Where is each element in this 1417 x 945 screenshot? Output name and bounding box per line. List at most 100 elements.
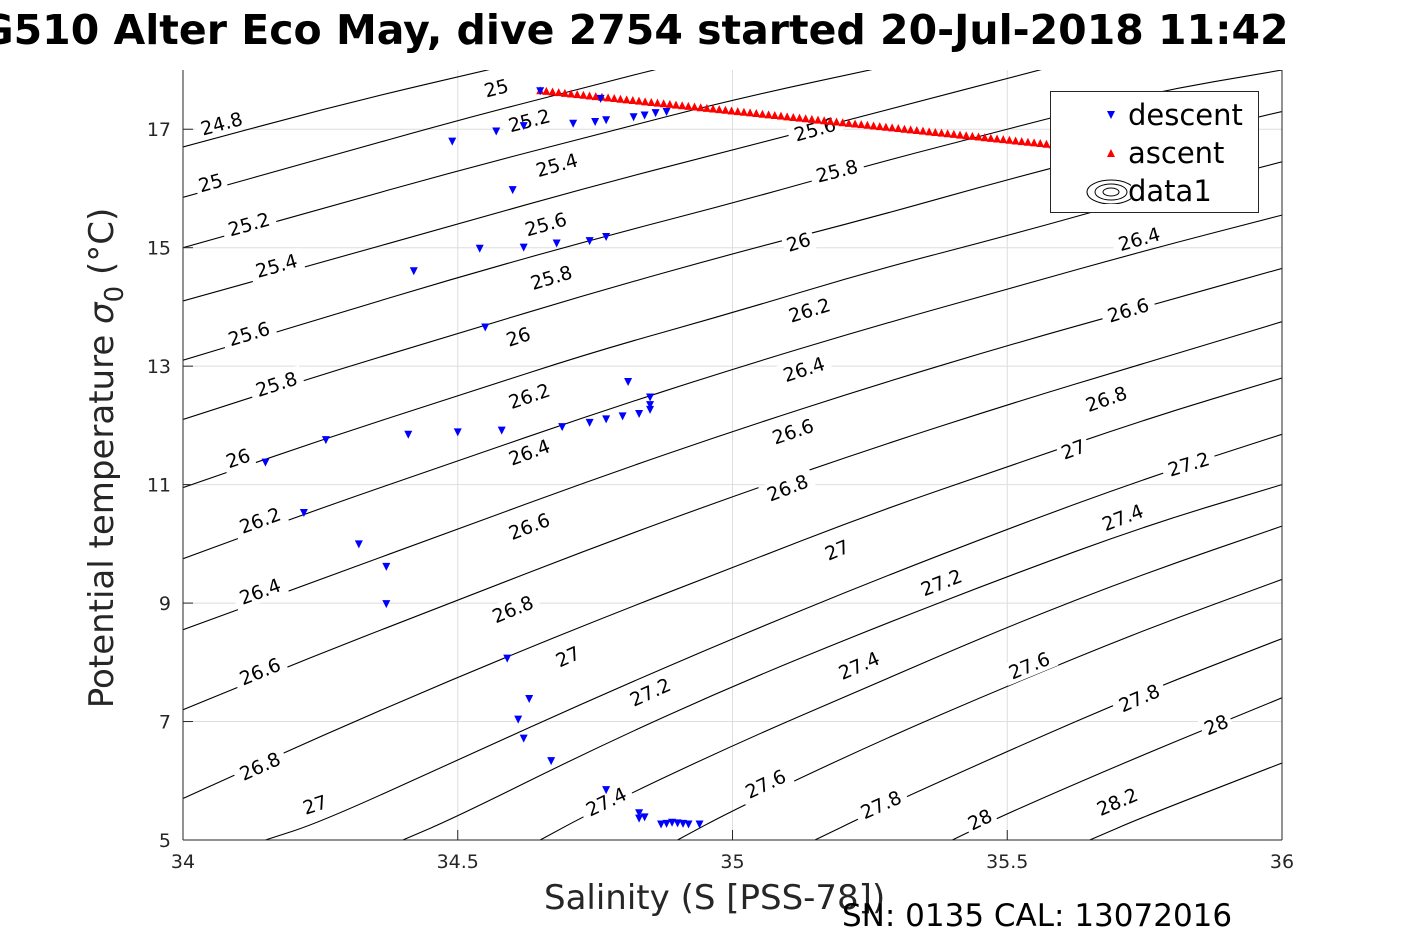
contour-label-text: 26.8 (1083, 382, 1130, 417)
contour-label-text: 27.8 (1116, 680, 1164, 717)
descent-point (525, 694, 534, 703)
ascent-point (659, 99, 668, 108)
descent-point (646, 393, 655, 402)
descent-point (519, 734, 528, 743)
ascent-point (863, 120, 872, 129)
ascent-point (579, 90, 588, 99)
y-tick-label: 7 (159, 712, 171, 734)
triangle-up-icon (1107, 149, 1115, 157)
contour-label-bg (780, 226, 817, 257)
descent-point (514, 715, 523, 724)
axis-ticks: 34 34.5 35 35.5 36 5 7 9 11 13 15 17 (147, 119, 1294, 873)
contour-label-bg (500, 432, 559, 472)
contour-label-bg (296, 789, 334, 820)
ascent-point (1011, 136, 1020, 145)
legend-item-ascent[interactable]: ascent (1051, 134, 1258, 172)
ascent-point (672, 100, 681, 109)
contour-label-text: 26.4 (506, 435, 553, 470)
contour-label-bg (247, 247, 306, 284)
contour-label-bg (230, 650, 290, 692)
legend-label-ascent: ascent (1128, 136, 1225, 170)
descent-point (618, 412, 627, 421)
descent-point (497, 426, 506, 435)
ascent-point (733, 107, 742, 116)
ascent-point (715, 105, 724, 114)
descent-point (475, 244, 484, 253)
descent-series (261, 87, 704, 829)
contour-label-bg (1159, 445, 1218, 483)
contour-label-25.6: 25.6 (516, 206, 575, 242)
descent-point (640, 813, 649, 822)
contour-label-text: 26.8 (489, 592, 536, 628)
contour-label-text: 26.6 (1105, 294, 1152, 327)
ascent-point (993, 134, 1002, 143)
ascent-point (826, 116, 835, 125)
ascent-point (783, 112, 792, 121)
descent-point (602, 116, 611, 125)
legend-item-descent[interactable]: descent (1051, 96, 1258, 134)
contour-label-28: 28 (961, 802, 999, 836)
contour-label-bg (230, 744, 290, 788)
ascent-point (789, 112, 798, 121)
contour-label-27: 27 (549, 639, 587, 673)
contour-label-28.2: 28.2 (1088, 780, 1147, 823)
contour-label-27: 27 (296, 789, 334, 820)
contour-label-bg (1054, 433, 1092, 465)
gridlines (182, 70, 1283, 841)
contour-label-27: 27 (818, 533, 856, 566)
contour-label-bg (763, 412, 823, 451)
ascent-point (684, 101, 693, 110)
x-tick-label: 36 (1270, 851, 1294, 873)
ascent-point (560, 88, 569, 97)
contour-label-bg (522, 258, 581, 296)
contour-label-text: 26.2 (506, 379, 553, 414)
ascent-point (949, 129, 958, 138)
descent-point (382, 562, 391, 571)
contour-label-26.2: 26.2 (780, 291, 839, 329)
legend[interactable]: descent ascent data1 (1050, 91, 1259, 213)
ascent-point (696, 103, 705, 112)
descent-point (404, 430, 413, 439)
contour-label-bg (758, 467, 817, 508)
calibration-footer: SN: 0135 CAL: 13072016 (842, 898, 1233, 934)
contour-label-26.8: 26.8 (230, 744, 290, 788)
ascent-point (1030, 138, 1039, 147)
ascent-point (721, 105, 730, 114)
ascent-point (622, 95, 631, 104)
descent-point (624, 378, 633, 387)
ascent-point (1036, 139, 1045, 148)
contour-label-bg (219, 442, 257, 474)
descent-point (596, 94, 605, 103)
contour-label-bg (500, 102, 559, 138)
legend-item-data1[interactable]: data1 (1051, 172, 1258, 210)
x-tick-label: 35 (720, 851, 744, 873)
descent-point (382, 600, 391, 609)
contour-label-bg (500, 321, 537, 352)
descent-point (662, 819, 671, 828)
ascent-point (844, 118, 853, 127)
descent-point (552, 239, 561, 248)
descent-point (679, 819, 688, 828)
x-tick-label: 34 (171, 851, 195, 873)
descent-point (558, 423, 567, 432)
contour-line-26.8 (183, 377, 1282, 800)
contour-label-bg (483, 588, 542, 630)
contour-label-25.8: 25.8 (247, 365, 306, 403)
ascent-point (776, 111, 785, 120)
contour-label-bg (247, 365, 306, 403)
ascent-point (801, 114, 810, 123)
descent-point (261, 458, 270, 467)
ascent-point (739, 107, 748, 116)
descent-point (695, 820, 704, 829)
contour-label-25.2: 25.2 (219, 206, 278, 242)
descent-point (503, 654, 512, 663)
contour-label-bg (1088, 780, 1147, 823)
contour-label-text: 26.2 (237, 504, 284, 539)
contour-label-text: 25.4 (253, 250, 300, 283)
contour-label-bg (1093, 497, 1152, 538)
ascent-point (807, 114, 816, 123)
ascent-point (616, 94, 625, 103)
ascent-point (542, 86, 551, 95)
ascent-series (536, 86, 1094, 153)
